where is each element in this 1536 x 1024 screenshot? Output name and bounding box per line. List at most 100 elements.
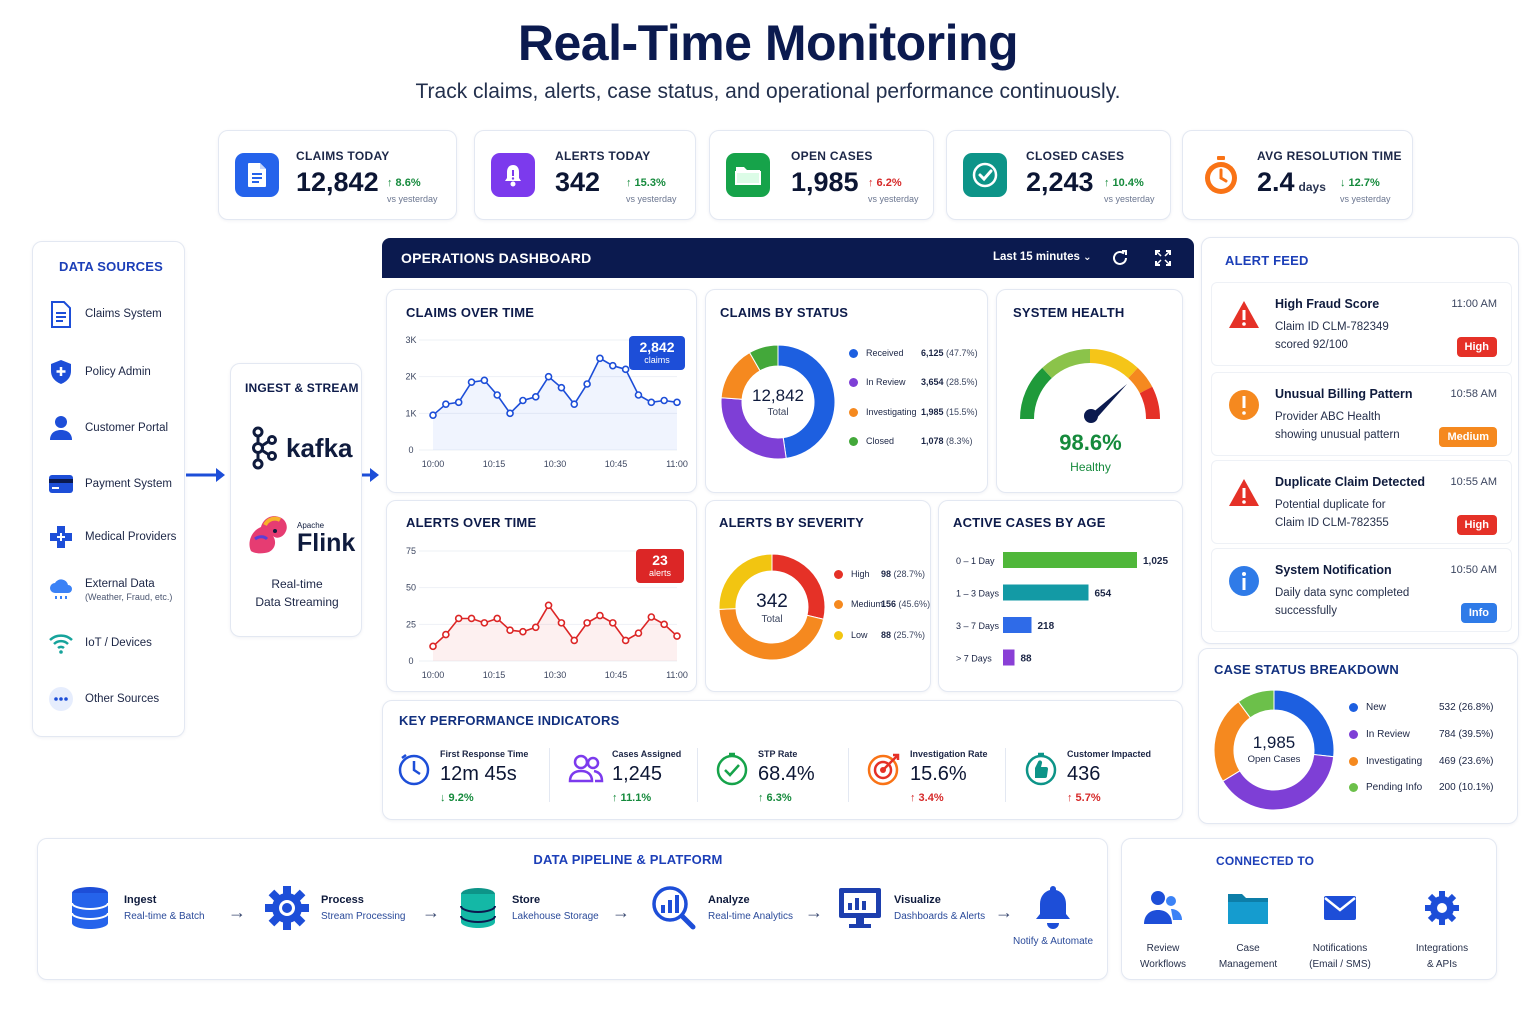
source-payment-system[interactable]: Payment System [47, 470, 172, 498]
claims-over-time-panel: CLAIMS OVER TIME 0 1K 2K 3K 10:00 10:15 10:30 1… [386, 289, 697, 493]
alert-item[interactable]: High Fraud Score 11:00 AM Claim ID CLM-7… [1211, 282, 1512, 366]
legend-value: 200 (10.1%) [1439, 782, 1494, 793]
shield-icon [47, 358, 75, 386]
source-customer-portal[interactable]: Customer Portal [47, 414, 168, 442]
severity-badge: Info [1460, 603, 1497, 623]
pipeline-step-store[interactable]: Store Lakehouse Storage [454, 884, 599, 932]
kpi-change: ↑ 3.4% [910, 792, 944, 804]
alerts-over-time-panel: ALERTS OVER TIME 0 25 50 75 10:00 10:15 10:30 1… [386, 500, 697, 692]
kpi-vs: vs yesterday [626, 194, 677, 204]
pipeline-step-visualize[interactable]: Visualize Dashboards & Alerts [836, 884, 985, 932]
legend-item: Investigating 469 (23.6%) [1349, 756, 1493, 767]
divider [1005, 748, 1006, 802]
source-label: Customer Portal [85, 422, 169, 434]
ingest-caption: Data Streaming [255, 595, 339, 609]
data-point [557, 619, 566, 627]
data-point [608, 619, 617, 627]
info-circle-icon [1229, 566, 1259, 596]
source-label: Claims System [85, 308, 162, 320]
alert-title: Unusual Billing Pattern [1275, 387, 1413, 401]
legend-item: In Review 3,654 (28.5%) [849, 377, 978, 387]
alert-item[interactable]: System Notification 10:50 AM Daily data … [1211, 548, 1512, 632]
alert-description: Potential duplicate for Claim ID CLM-7823… [1275, 499, 1389, 529]
source-label: Other Sources [85, 693, 160, 705]
storage-icon [460, 888, 496, 928]
connected-review-workflows[interactable]: Review Workflows [1118, 888, 1208, 973]
check-icon [963, 153, 1007, 197]
kpi-claims-today[interactable]: CLAIMS TODAY 12,842 ↑ 8.6% vs yesterday [218, 130, 457, 220]
source-other[interactable]: Other Sources [47, 685, 159, 713]
step-sub: Stream Processing [321, 911, 406, 922]
user-icon [47, 414, 75, 442]
connected-integrations[interactable]: Integrations & APIs [1397, 888, 1487, 973]
kpi-value: 12,842 [296, 167, 379, 197]
bar [1003, 552, 1137, 568]
data-point [621, 636, 630, 645]
kpi-label: AVG RESOLUTION TIME [1257, 149, 1402, 163]
kpi-change: ↑ 8.6% [387, 177, 421, 189]
refresh-icon[interactable] [1111, 249, 1129, 267]
source-medical-providers[interactable]: Medical Providers [47, 523, 176, 551]
kpi-alerts-today[interactable]: ALERTS TODAY 342 ↑ 15.3% vs yesterday [474, 130, 696, 220]
step-sub: Notify & Automate [1012, 936, 1094, 947]
alert-item[interactable]: Duplicate Claim Detected 10:55 AM Potent… [1211, 460, 1512, 544]
alert-time: 10:58 AM [1450, 388, 1497, 400]
flink-logo: Apache Flink [245, 509, 355, 559]
active-cases-title: ACTIVE CASES BY AGE [953, 515, 1106, 530]
connected-case-management[interactable]: Case Management [1203, 888, 1293, 973]
bar-value-label: 88 [1021, 654, 1033, 665]
claims-by-status-title: CLAIMS BY STATUS [720, 305, 849, 320]
data-point [480, 619, 489, 627]
folder-icon [1228, 894, 1268, 924]
bar-value-label: 654 [1094, 589, 1111, 600]
data-sources-panel: DATA SOURCES Claims System Policy Admin … [32, 241, 185, 737]
operations-dashboard-header: OPERATIONS DASHBOARD Last 15 minutes ⌄ [382, 238, 1194, 278]
source-policy-admin[interactable]: Policy Admin [47, 358, 151, 386]
y-tick-label: 3K [405, 335, 416, 345]
database-icon [71, 887, 109, 929]
donut-center-value: 1,985 [1252, 733, 1296, 752]
x-tick-label: 10:45 [605, 670, 628, 680]
source-claims-system[interactable]: Claims System [47, 300, 162, 328]
users-icon [568, 754, 604, 783]
pipeline-step-ingest[interactable]: Ingest Real-time & Batch [66, 884, 205, 932]
arrow-right-icon: → [612, 902, 630, 922]
kpi-avg-resolution[interactable]: AVG RESOLUTION TIME 2.4 days ↓ 12.7% vs y… [1182, 130, 1413, 220]
data-point [570, 636, 579, 645]
bell-icon [491, 153, 535, 197]
alert-item[interactable]: Unusual Billing Pattern 10:58 AM Provide… [1211, 372, 1512, 456]
case-status-title: CASE STATUS BREAKDOWN [1214, 662, 1399, 677]
data-point [454, 398, 463, 407]
kpi-vs: vs yesterday [1104, 194, 1155, 204]
claims-status-donut [720, 344, 836, 460]
legend-item: Low 88 (25.7%) [834, 630, 925, 640]
kpi-closed-cases[interactable]: CLOSED CASES 2,243 ↑ 10.4% vs yesterday [946, 130, 1171, 220]
legend-item: High 98 (28.7%) [834, 569, 925, 579]
pipeline-step-notify[interactable]: Notify & Automate [1008, 884, 1098, 947]
connected-notifications[interactable]: Notifications (Email / SMS) [1295, 888, 1385, 973]
source-iot-devices[interactable]: IoT / Devices [47, 629, 152, 657]
data-point [442, 400, 450, 408]
fullscreen-icon[interactable] [1154, 249, 1172, 267]
y-tick-label: 0 [408, 445, 413, 455]
alerts-by-severity-panel: ALERTS BY SEVERITY 342 Total High 98 (28.… [705, 500, 931, 692]
alert-description: Claim ID CLM-782349 scored 92/100 [1275, 321, 1389, 351]
alert-time: 10:55 AM [1450, 476, 1497, 488]
time-range-select[interactable]: Last 15 minutes ⌄ [993, 251, 1092, 263]
pipeline-step-process[interactable]: Process Stream Processing [263, 884, 405, 932]
source-external-data[interactable]: External Data (Weather, Fraud, etc.) [47, 576, 172, 604]
kpi-value: 436 [1067, 763, 1101, 785]
claims-line-chart: 0 1K 2K 3K 10:00 10:15 10:30 10:45 11:00 [405, 335, 687, 469]
pipeline-step-analyze[interactable]: Analyze Real-time Analytics [650, 884, 793, 932]
legend-value: 469 (23.6%) [1439, 756, 1494, 767]
data-point [454, 614, 463, 623]
x-tick-label: 10:00 [422, 459, 445, 469]
data-point [608, 361, 617, 370]
kpi-open-cases[interactable]: OPEN CASES 1,985 ↑ 6.2% vs yesterday [709, 130, 934, 220]
data-point [544, 601, 553, 610]
health-status: Healthy [1070, 460, 1111, 474]
claims-badge-label: claims [644, 355, 670, 365]
data-point [506, 626, 514, 634]
source-label: Policy Admin [85, 366, 151, 378]
bar [1003, 649, 1015, 666]
